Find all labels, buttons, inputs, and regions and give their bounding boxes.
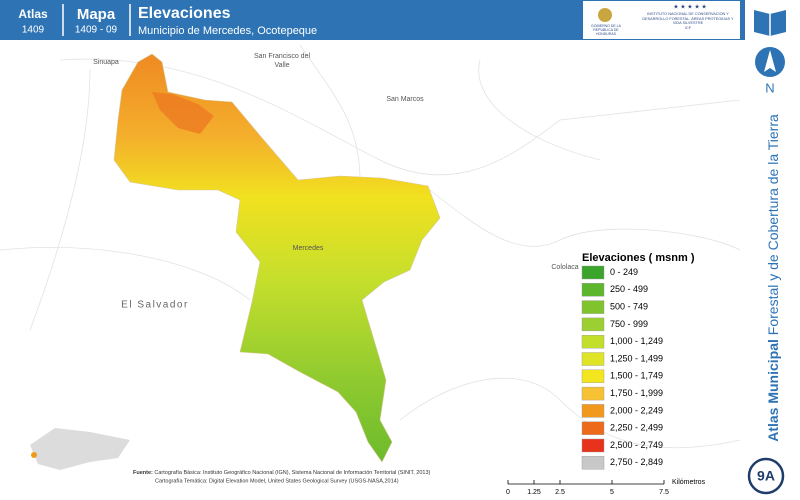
boundaries xyxy=(0,44,741,449)
high-zone xyxy=(152,92,214,134)
legend-label: 1,250 - 1,499 xyxy=(610,353,663,363)
legend-title: Elevaciones ( msnm ) xyxy=(582,252,695,264)
legend-swatch xyxy=(581,317,605,332)
place-label-box: San Marcos xyxy=(386,96,424,103)
elevation-region xyxy=(113,53,441,463)
scale-label: 5 xyxy=(610,489,614,496)
place-label: Mercedes xyxy=(293,245,324,252)
scale-bar: 0 1.25 2.5 5 7.5 xyxy=(506,480,669,496)
scale-label: 1.25 xyxy=(527,489,541,496)
source-label: Fuente: xyxy=(133,470,153,476)
place-label: San Francisco del Valle xyxy=(253,53,311,69)
logo-acronym: ICF xyxy=(684,25,692,30)
logo-text: GOBIERNO DE LA REPÚBLICA DE HONDURAS xyxy=(591,24,621,36)
place-label: Sinuapa xyxy=(93,59,119,66)
atlas-number: 1409 xyxy=(22,25,45,36)
logo-emblem xyxy=(598,8,612,22)
place-label-box: San Francisco del Valle xyxy=(253,53,311,69)
legend-label: 1,000 - 1,249 xyxy=(610,336,663,346)
legend-label: 2,000 - 2,249 xyxy=(610,405,663,415)
legend-label: 2,250 - 2,499 xyxy=(610,423,663,433)
legend-swatch xyxy=(581,438,605,453)
subtitle: Municipio de Mercedes, Ocotepeque xyxy=(138,25,317,37)
logo-text-box: INSTITUTO NACIONAL DE CONSERVACIÓN Y DES… xyxy=(638,12,738,30)
title: Elevaciones xyxy=(138,5,231,22)
legend-swatch xyxy=(581,300,605,314)
legend-swatch xyxy=(581,352,605,366)
logo-text: INSTITUTO NACIONAL DE CONSERVACIÓN Y DES… xyxy=(642,12,734,25)
inset-map xyxy=(30,428,130,470)
series-rest: Forestal y de Cobertura de la Tierra xyxy=(765,114,781,339)
scale-label: 0 xyxy=(506,489,510,496)
legend-label: 2,500 - 2,749 xyxy=(610,440,663,450)
scale-label: 2.5 xyxy=(555,489,565,496)
legend-swatch xyxy=(581,421,605,435)
series-title: Atlas Municipal Forestal y de Cobertura … xyxy=(765,114,781,442)
legend: 0 - 249 250 - 499 500 - 749 750 - 999 1,000 … xyxy=(581,265,663,470)
source-text: Cartografía Básica: Instituto Geográfico… xyxy=(154,470,430,476)
atlas-label: Atlas xyxy=(18,7,48,21)
legend-label: 2,750 - 2,849 xyxy=(610,457,663,467)
legend-label: 750 - 999 xyxy=(610,319,648,329)
legend-swatch xyxy=(581,265,605,280)
legend-label: 250 - 499 xyxy=(610,284,648,294)
inset-location xyxy=(31,452,37,458)
place-label: Cololaca xyxy=(551,264,578,271)
legend-swatch xyxy=(581,404,605,418)
sheet-label: 9A xyxy=(757,468,775,484)
legend-swatch xyxy=(581,283,605,297)
map-label: Mapa xyxy=(77,6,116,23)
series-bold: Atlas Municipal xyxy=(765,339,781,442)
source-line: Cartografía Temática: Digital Elevation … xyxy=(155,478,399,484)
north-arrow xyxy=(764,50,776,72)
legend-swatch xyxy=(581,456,605,470)
place-label: San Marcos xyxy=(386,96,424,103)
source-line: Fuente: Cartografía Básica: Instituto Ge… xyxy=(133,470,431,476)
north-label: N xyxy=(765,80,774,95)
legend-label: 0 - 249 xyxy=(610,267,638,277)
logo-text-box: GOBIERNO DE LA REPÚBLICA DE HONDURAS xyxy=(591,24,621,36)
scale-unit: Kilómetros xyxy=(672,479,706,486)
legend-swatch xyxy=(581,369,605,383)
legend-label: 500 - 749 xyxy=(610,301,648,311)
map-number: 1409 - 09 xyxy=(75,25,118,36)
logo-text: INSTITUTO NACIONAL DE CONSERVACIÓN Y DES… xyxy=(638,12,738,30)
legend-label: 1,750 - 1,999 xyxy=(610,388,663,398)
logo-stars: ★ ★ ★ ★ ★ xyxy=(673,4,707,11)
legend-swatch xyxy=(581,386,605,401)
scale-label: 7.5 xyxy=(659,489,669,496)
sheet-badge xyxy=(747,457,785,495)
legend-label: 1,500 - 1,749 xyxy=(610,371,663,381)
legend-swatch xyxy=(581,335,605,349)
place-label: El Salvador xyxy=(121,300,189,311)
